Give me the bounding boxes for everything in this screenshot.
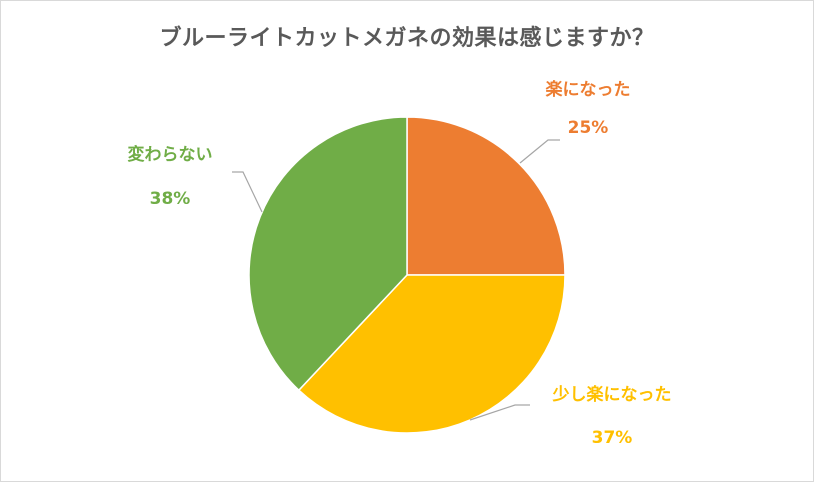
leader-line-rakuninatta — [519, 139, 560, 164]
slice-label-sukoshi: 少し楽になった — [552, 384, 672, 405]
chart-title: ブルーライトカットメガネの効果は感じますか？ — [159, 26, 655, 51]
pie-slice-rakuninatta — [406, 116, 566, 276]
slice-percent-rakuninatta: 25% — [568, 118, 609, 138]
slice-label-rakuninatta: 楽になった — [546, 79, 631, 100]
pie-slice-sukoshi — [297, 274, 566, 434]
slice-label-kawaranai: 変わらない — [128, 144, 213, 165]
leader-line-kawaranai — [232, 171, 263, 213]
leader-line-sukoshi — [469, 404, 530, 421]
slice-percent-kawaranai: 38% — [150, 189, 191, 209]
pie-slice-kawaranai — [248, 116, 408, 392]
slice-percent-sukoshi: 37% — [592, 428, 633, 448]
